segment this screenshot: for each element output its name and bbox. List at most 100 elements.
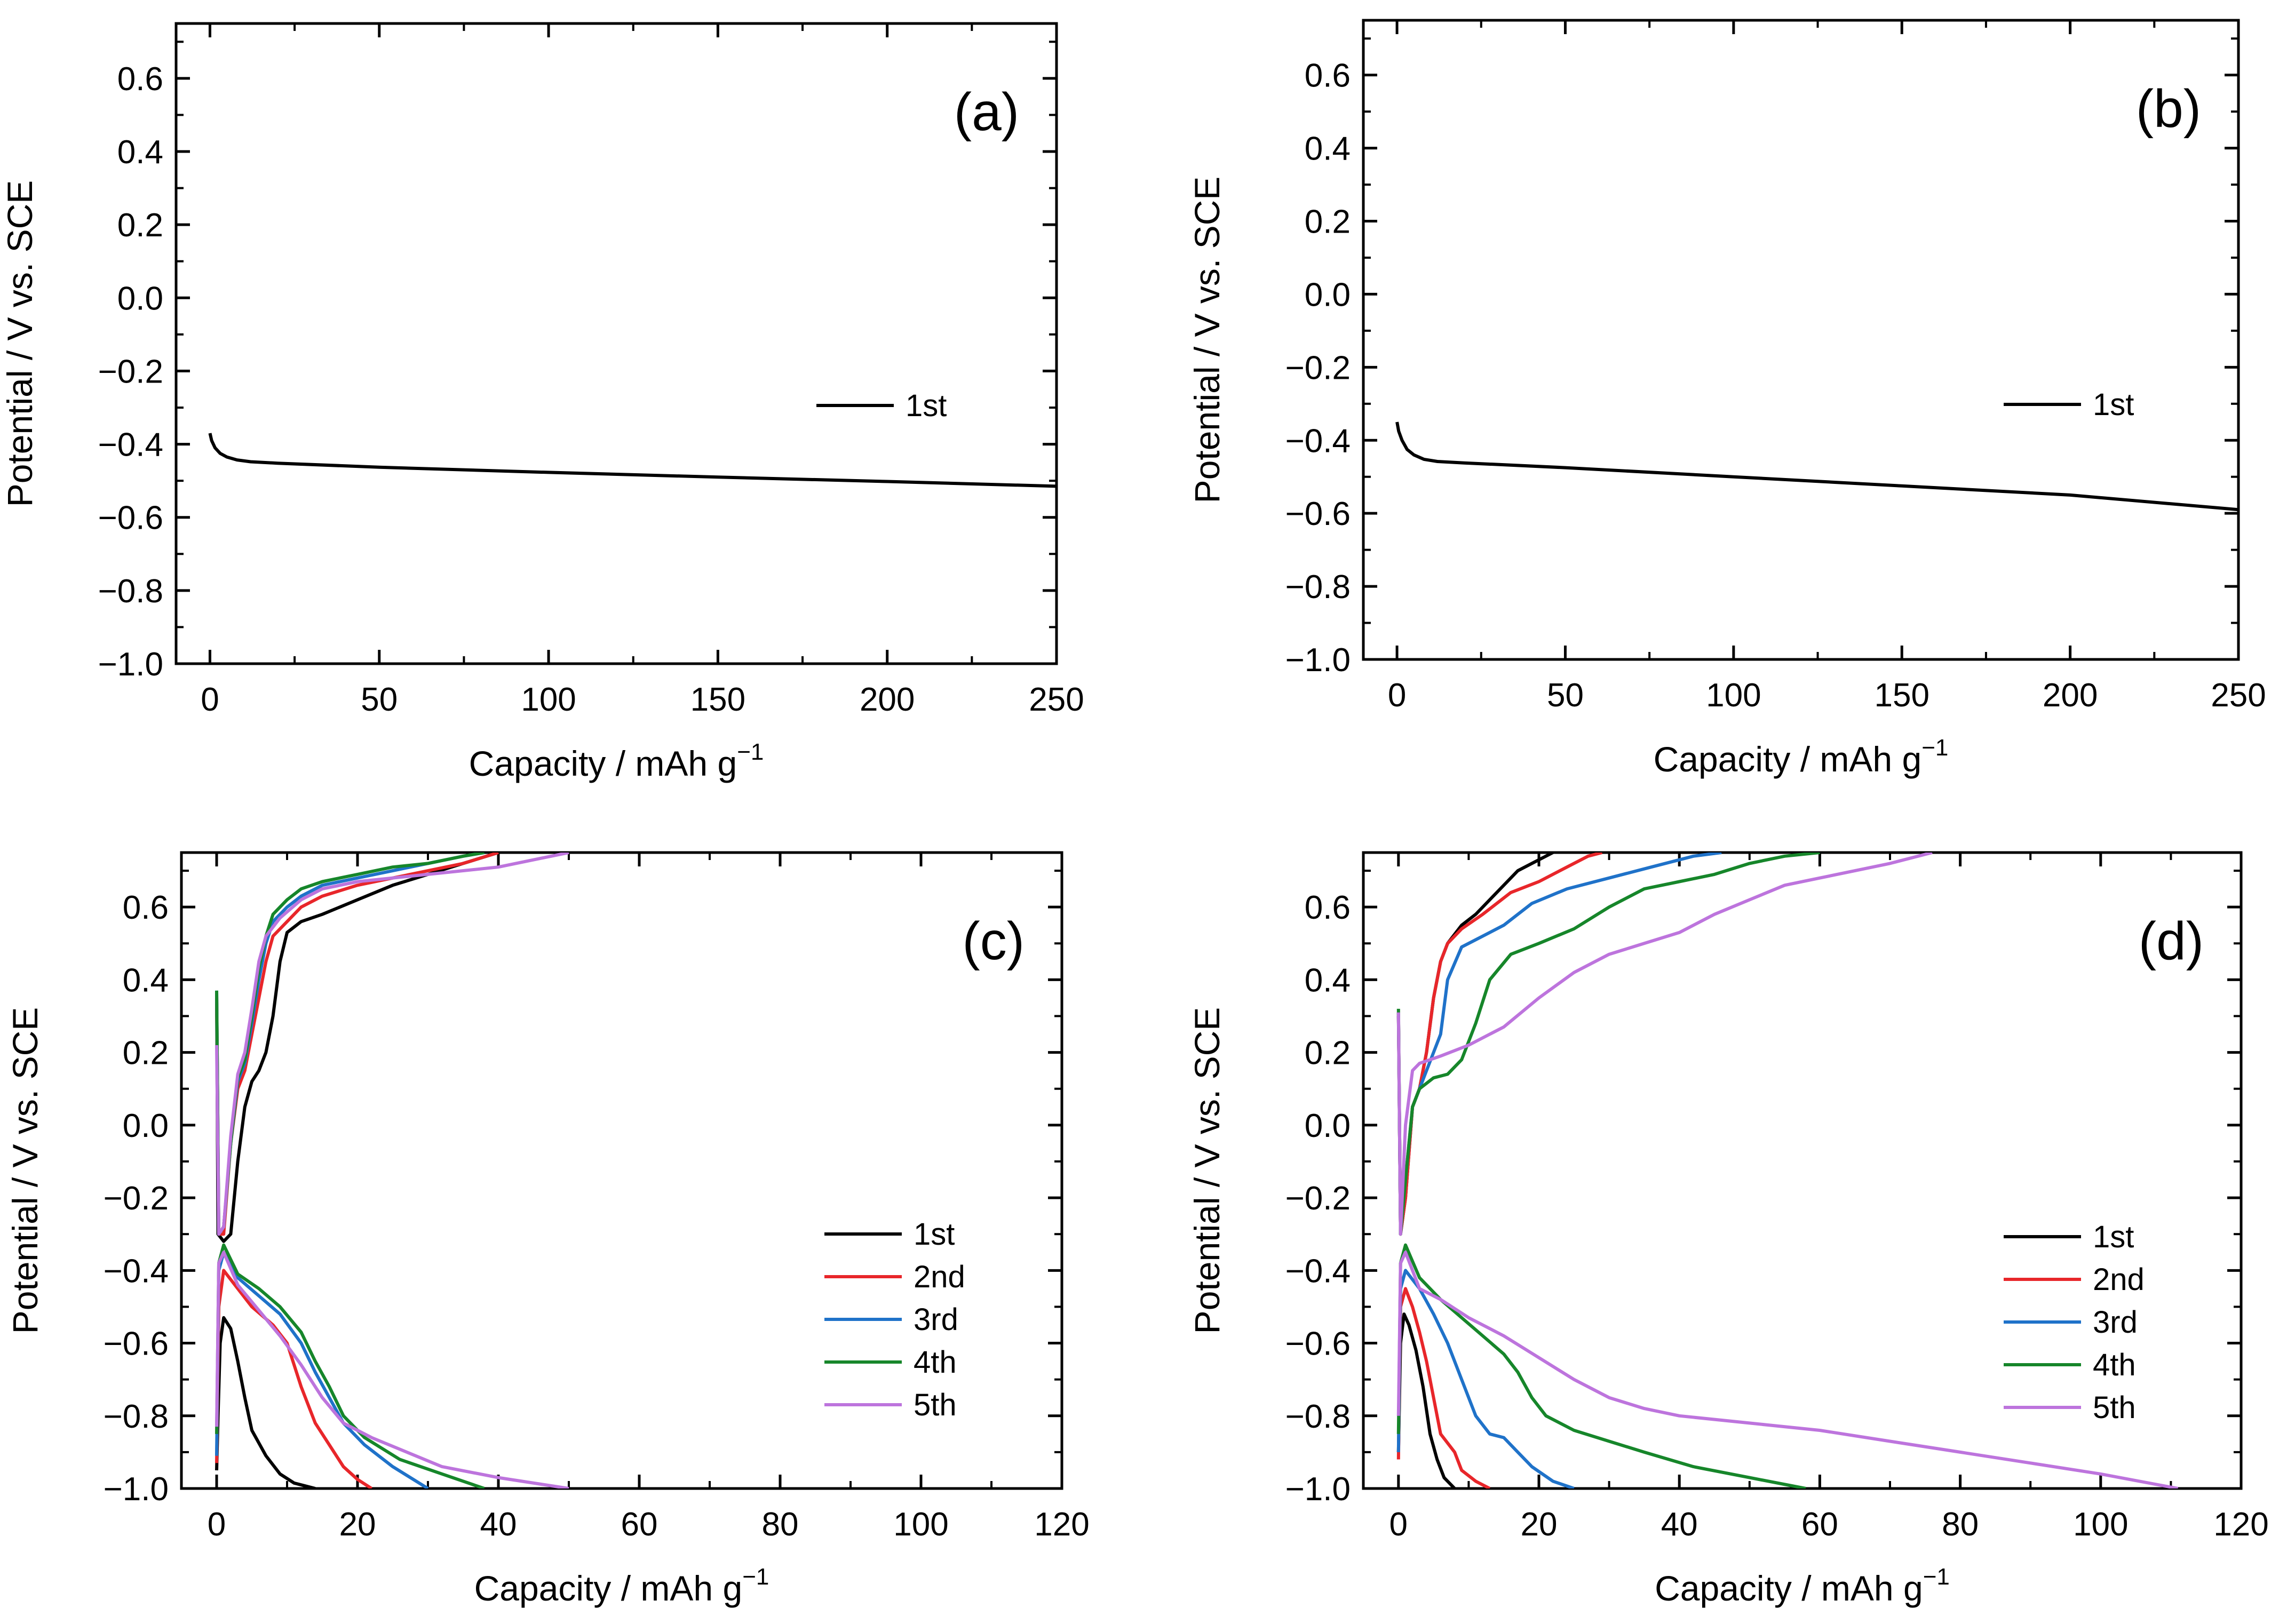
y-tick-label: −0.8 <box>98 573 163 610</box>
series-line-discharge <box>1396 1243 1806 1488</box>
series-line-charge <box>1396 853 1933 1236</box>
y-tick-label: −1.0 <box>98 646 163 683</box>
x-tick-label: 250 <box>2211 677 2266 714</box>
series-line-discharge <box>215 1251 569 1488</box>
series-line-discharge <box>1396 1269 1575 1488</box>
x-axis-title-superscript: −1 <box>1921 735 1948 761</box>
series-1st <box>1395 421 2238 512</box>
x-axis-title-superscript: −1 <box>1923 1564 1950 1590</box>
y-tick-label: −0.6 <box>1285 496 1351 532</box>
y-tick-label: 0.4 <box>1305 962 1351 999</box>
y-tick-label: −0.2 <box>104 1180 169 1217</box>
series-line-discharge <box>1396 1287 1491 1488</box>
x-tick-label: 20 <box>339 1506 376 1543</box>
y-tick-label: 0.2 <box>123 1035 169 1072</box>
x-tick-label: 200 <box>860 681 915 718</box>
x-tick-label: 100 <box>2073 1506 2128 1543</box>
series-5th <box>215 853 569 1488</box>
x-tick-label: 100 <box>1706 677 1761 714</box>
y-tick-label: −0.4 <box>1285 423 1351 459</box>
x-axis-title-superscript: −1 <box>742 1564 769 1590</box>
y-tick-label: 0.2 <box>1305 204 1351 241</box>
y-axis-title: Potential / V vs. SCE <box>5 1007 45 1334</box>
x-axis-title: Capacity / mAh g−1 <box>469 739 764 783</box>
series-line-charge <box>1396 853 1820 1236</box>
panel-label: (d) <box>2139 911 2204 971</box>
y-tick-label: 0.0 <box>1305 1108 1351 1144</box>
panel-a: 0 50 100 150 200 250 0.6 0.4 0.2 0.0 −0.2 −0.4 −0.6 −… <box>0 22 1084 783</box>
y-tick-label: −0.2 <box>98 353 163 390</box>
legend-label: 4th <box>2093 1348 2136 1382</box>
y-tick-label: 0.6 <box>123 889 169 926</box>
legend-label: 1st <box>2093 1220 2134 1254</box>
y-tick-label: −1.0 <box>1285 1471 1351 1508</box>
y-tick-label: 0.0 <box>123 1108 169 1144</box>
panels: 0 50 100 150 200 2500.60.40.20.0−0.2−0.4−0.6−… <box>0 19 2269 1608</box>
series-5th <box>1396 853 2179 1488</box>
x-tick-label: 20 <box>1521 1506 1558 1543</box>
x-tick-label: 0 <box>1389 1506 1408 1543</box>
legend: 1st <box>2004 387 2134 422</box>
y-tick-label: −1.0 <box>1285 642 1351 679</box>
y-tick-label: −0.4 <box>104 1253 169 1289</box>
y-axis-title: Potential / V vs. SCE <box>0 180 39 507</box>
y-tick-label: 0.6 <box>117 61 163 98</box>
x-tick-label: 60 <box>621 1506 658 1543</box>
y-tick-label: −0.4 <box>98 427 163 464</box>
x-tick-label: 0 <box>208 1506 226 1543</box>
plot-frame <box>1362 19 2240 661</box>
legend-label: 3rd <box>914 1302 958 1337</box>
legend: 1st 2nd 3rd 4th 5th <box>824 1217 965 1422</box>
x-axis-title-main: Capacity / mAh g <box>469 744 737 783</box>
y-tick-label: −0.6 <box>1285 1326 1351 1363</box>
panel-c: 0 20 40 60 80 100 120 0.6 0.4 0.2 0.0 −0.2 −0.4 −0.6 −… <box>5 851 1090 1608</box>
series-4th <box>1396 853 1820 1488</box>
y-tick-label: 0.6 <box>1305 889 1351 926</box>
x-axis-title-main: Capacity / mAh g <box>474 1569 743 1608</box>
x-tick-label: 50 <box>361 681 398 718</box>
series-1st <box>215 853 499 1488</box>
y-tick-label: −0.8 <box>104 1398 169 1435</box>
panel-b: 0 50 100 150 200 250 0.6 0.4 0.2 0.0 −0.2 −0.4 −0.6 −… <box>1187 19 2266 779</box>
x-tick-label: 120 <box>2213 1506 2268 1543</box>
y-axis-title: Potential / V vs. SCE <box>1187 177 1227 504</box>
legend-label: 5th <box>2093 1390 2136 1425</box>
x-tick-label: 0 <box>201 681 219 718</box>
x-axis-title: Capacity / mAh g−1 <box>474 1564 769 1608</box>
y-tick-label: 0.4 <box>1305 131 1351 168</box>
x-tick-label: 150 <box>690 681 745 718</box>
legend-label: 2nd <box>2093 1262 2145 1297</box>
legend-label: 1st <box>2093 387 2134 422</box>
series-line-discharge <box>215 1243 485 1488</box>
x-axis-title-main: Capacity / mAh g <box>1654 739 1922 779</box>
x-tick-label: 0 <box>1388 677 1406 714</box>
legend-label: 5th <box>914 1388 957 1422</box>
x-tick-label: 100 <box>521 681 576 718</box>
series-line-discharge <box>1396 1251 2179 1488</box>
panel-d: 0 20 40 60 80 100 120 0.6 0.4 0.2 0.0 −0.2 −0.4 −0.6 −… <box>1187 851 2269 1608</box>
legend: 1st 2nd 3rd 4th 5th <box>2004 1220 2145 1425</box>
panel-label: (c) <box>962 911 1025 971</box>
panel-label: (a) <box>954 82 1019 142</box>
legend-label: 3rd <box>2093 1305 2138 1340</box>
y-tick-label: 0.0 <box>1305 276 1351 313</box>
y-tick-label: −0.4 <box>1285 1253 1351 1289</box>
y-axis-title: Potential / V vs. SCE <box>1187 1007 1227 1334</box>
y-tick-label: 0.2 <box>1305 1035 1351 1072</box>
y-tick-label: 0.6 <box>1305 58 1351 94</box>
plot-frame <box>180 851 1063 1490</box>
y-tick-label: −0.2 <box>1285 1180 1351 1217</box>
x-tick-label: 50 <box>1547 677 1584 714</box>
series-line-charge <box>215 853 569 1236</box>
x-axis-title-superscript: −1 <box>737 739 764 765</box>
legend-label: 4th <box>914 1345 957 1380</box>
x-tick-label: 150 <box>1875 677 1929 714</box>
series-line-charge <box>215 853 499 1243</box>
x-tick-label: 250 <box>1029 681 1084 718</box>
x-axis-title: Capacity / mAh g−1 <box>1654 735 1949 779</box>
y-tick-label: −0.2 <box>1285 349 1351 386</box>
x-tick-label: 80 <box>1942 1506 1979 1543</box>
y-tick-label: −0.6 <box>104 1326 169 1363</box>
